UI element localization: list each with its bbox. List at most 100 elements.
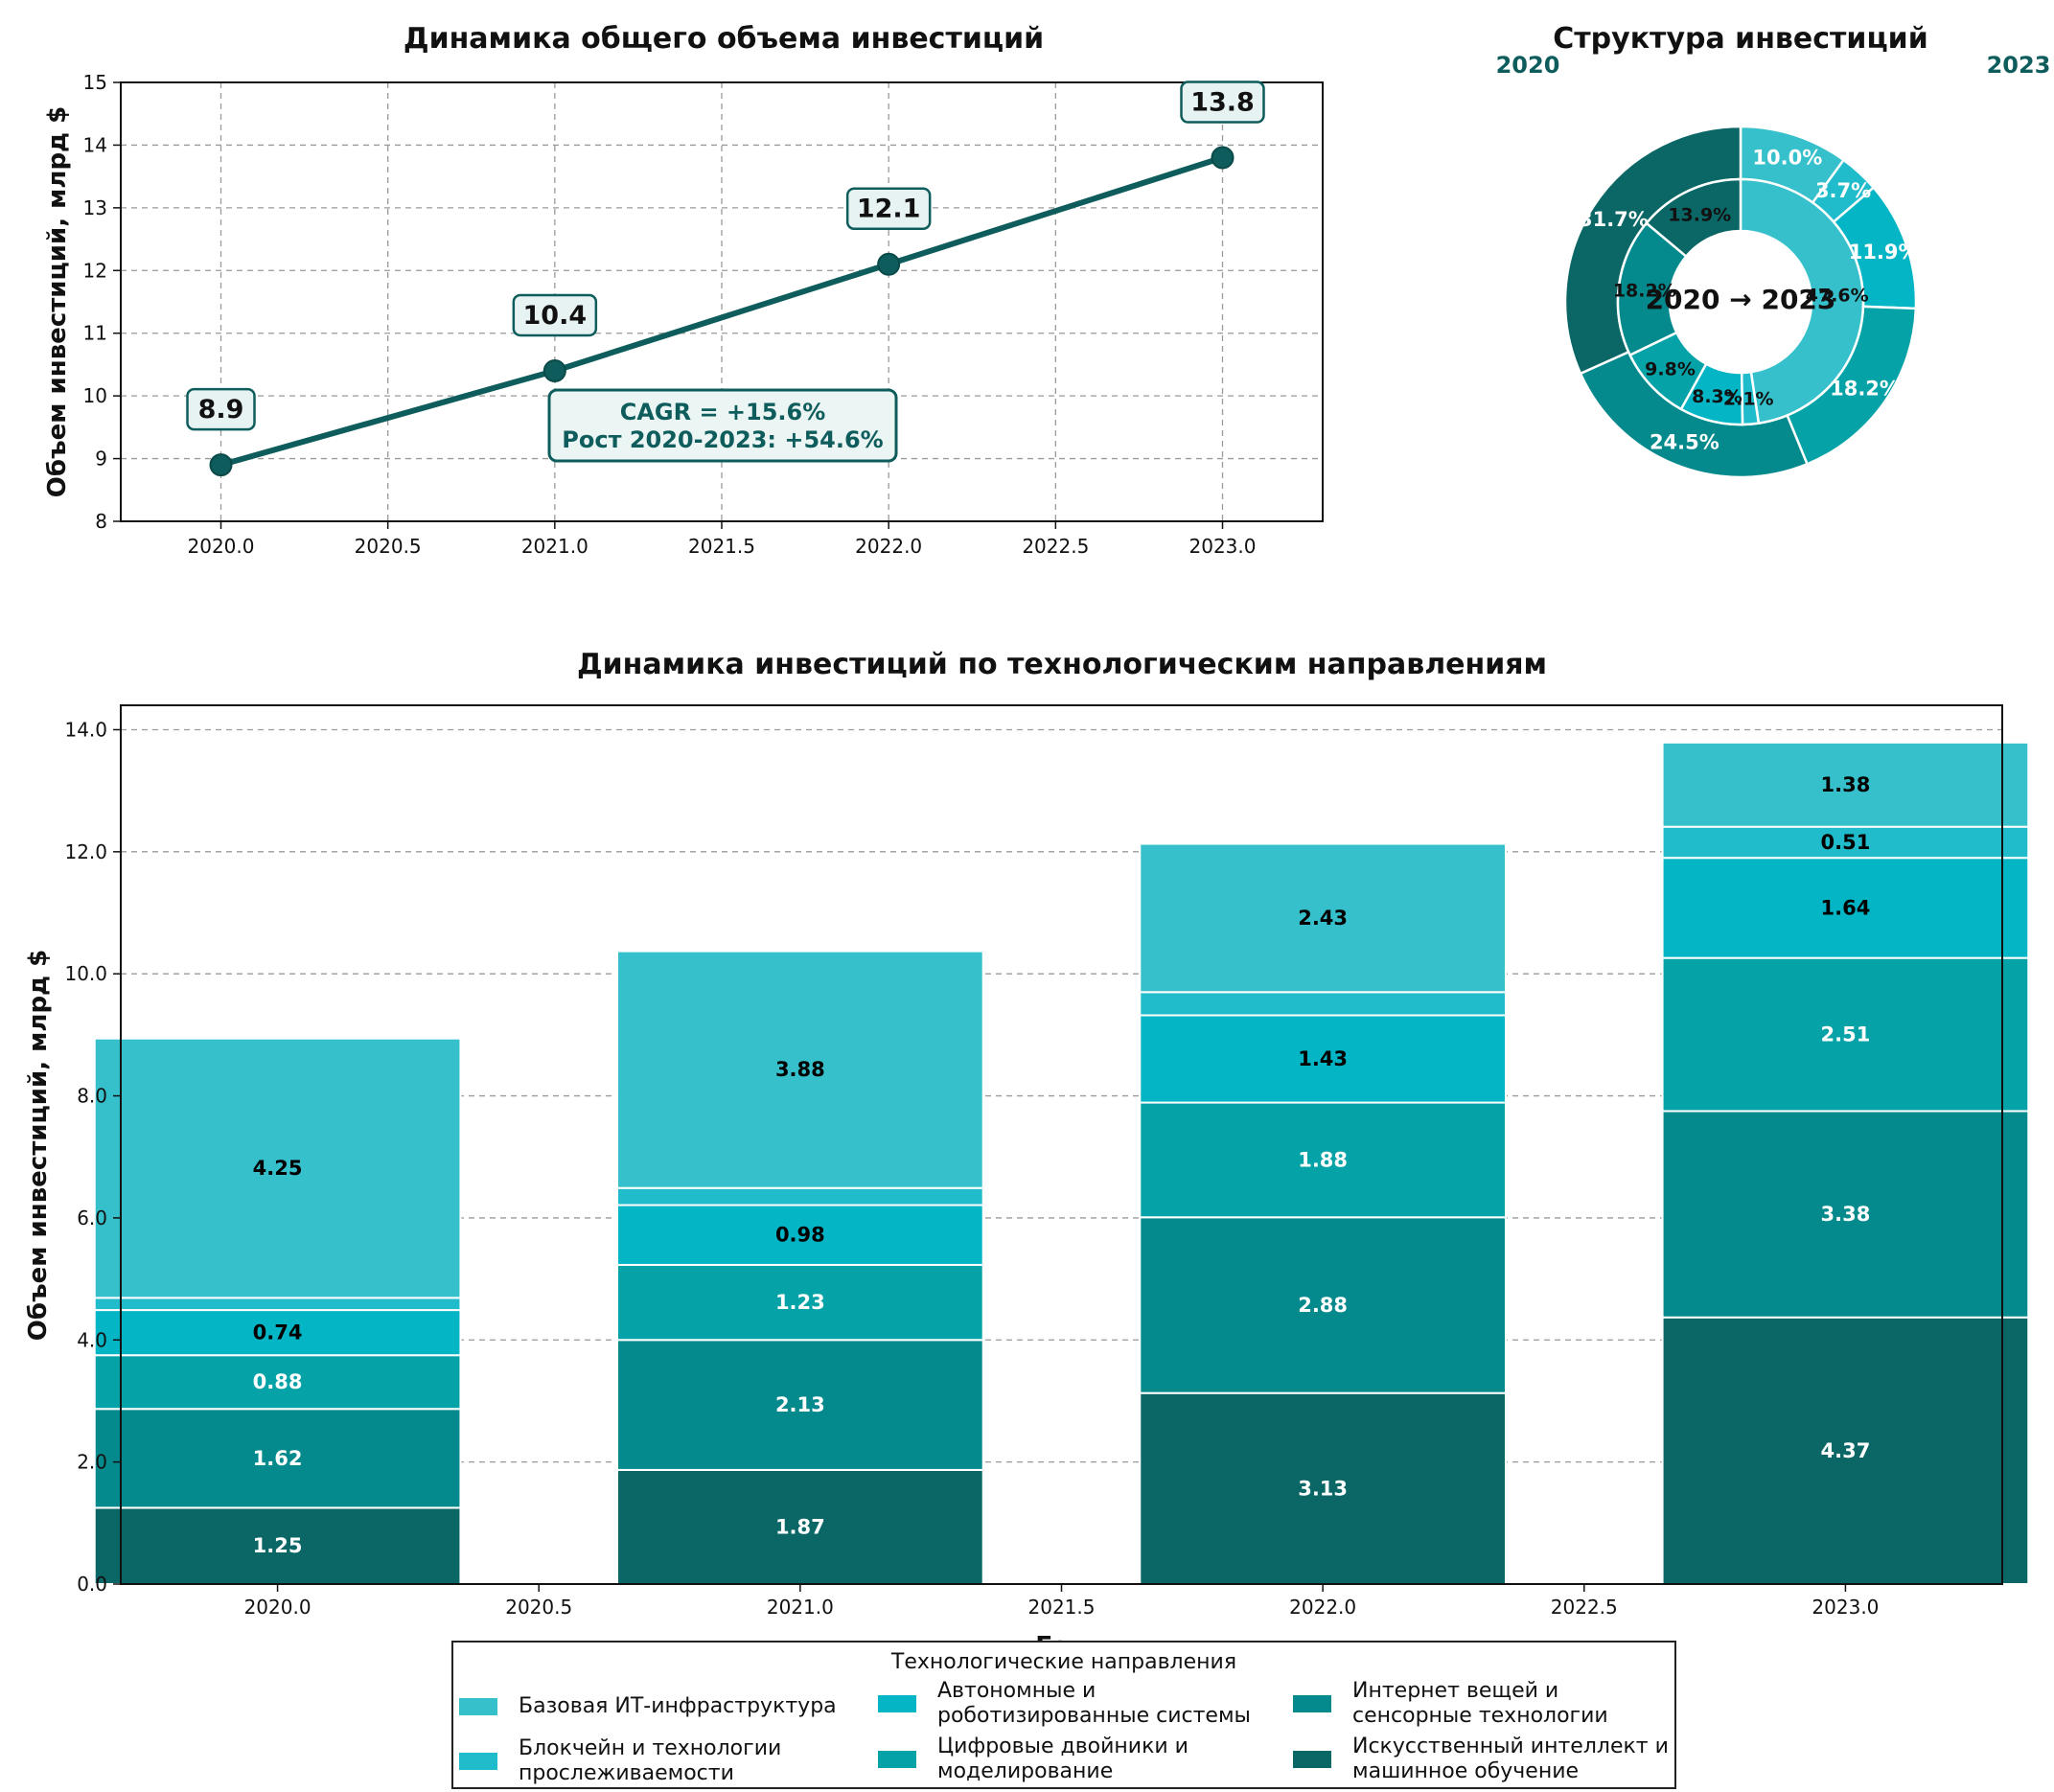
bar-stacks — [93, 741, 2030, 1585]
donut-outer-segment-label: 18.2% — [1830, 377, 1900, 400]
bar-segment — [1661, 1316, 2030, 1585]
bar-segment — [93, 1309, 462, 1357]
bar-segment — [1661, 1110, 2030, 1319]
bar-segment-label: 0.98 — [775, 1224, 825, 1247]
x-tick-label: 2022.0 — [855, 535, 922, 558]
bar-segment-label: 4.25 — [253, 1157, 303, 1180]
bar-segment — [1661, 956, 2030, 1113]
donut-inner-segment — [1739, 177, 1865, 425]
bar-segment-label: 1.62 — [253, 1447, 303, 1470]
x-tick-label: 2020.0 — [188, 535, 255, 558]
x-tick-label: 2023.0 — [1812, 1596, 1879, 1619]
bar-chart-y-axis: 0.0 2.0 4.0 6.0 8.0 10.0 12.0 14.0 — [64, 718, 121, 1596]
bar-segment-label: 4.37 — [1821, 1439, 1871, 1462]
line-chart: Динамика общего объема инвестиций Объем … — [43, 22, 1324, 558]
x-tick-label: 2021.5 — [688, 535, 755, 558]
bar-segment — [1139, 991, 1507, 1017]
line-point — [1211, 146, 1235, 170]
legend-label: Базовая ИТ-инфраструктура — [519, 1694, 837, 1718]
y-tick-label: 2.0 — [77, 1451, 107, 1474]
bar-segment — [93, 1506, 462, 1585]
donut-chart: Структура инвестиций 2020 2023 10.0% 3.7%… — [1496, 22, 2051, 479]
point-label: 10.4 — [523, 301, 588, 331]
line-chart-y-axis: 8 9 10 11 12 13 14 15 — [83, 71, 121, 533]
legend-item-digital-twins: Цифровые двойники и моделирование — [878, 1735, 1189, 1784]
y-tick-label: 10 — [83, 384, 107, 407]
line-point — [542, 358, 566, 382]
donut-outer-segment-label: 10.0% — [1752, 147, 1822, 170]
line-chart-ylabel: Объем инвестиций, млрд $ — [43, 106, 72, 497]
cagr-annotation: CAGR = +15.6% Рост 2020-2023: +54.6% — [547, 388, 898, 463]
donut-inner-segment-label: 2.1% — [1723, 389, 1774, 410]
donut-outer-segment-label: 11.9% — [1849, 241, 1919, 264]
donut-outer-segment-label: 31.7% — [1579, 208, 1649, 231]
legend-label: Автономные и роботизированные системы — [937, 1679, 1251, 1728]
legend-label: Искусственный интеллект и машинное обуче… — [1352, 1735, 1669, 1783]
donut-left-label: 2020 — [1496, 52, 1560, 79]
line-point-labels: 8.9 10.4 12.1 13.8 — [186, 80, 1265, 431]
y-tick-label: 4.0 — [77, 1328, 107, 1351]
bar-segment — [1661, 825, 2030, 860]
x-tick-label: 2021.0 — [521, 535, 589, 558]
bar-segment — [616, 1186, 984, 1206]
bar-segment-labels: 1.25 1.62 0.88 0.74 4.25 1.87 2.13 1.23 0.98 3.88… — [253, 773, 1871, 1557]
point-label: 8.9 — [198, 395, 244, 425]
donut-inner-segment-label: 8.3% — [1692, 386, 1742, 407]
x-tick-label: 2022.0 — [1289, 1596, 1356, 1619]
bar-segment — [93, 1354, 462, 1411]
x-tick-label: 2020.0 — [244, 1596, 312, 1619]
cagr-line1: CAGR = +15.6% — [620, 399, 826, 425]
line-point — [209, 453, 233, 477]
line-chart-x-axis: 2020.0 2020.5 2021.0 2021.5 2022.0 2022.5 2023… — [188, 521, 1257, 558]
line-chart-title: Динамика общего объема инвестиций — [404, 22, 1044, 56]
bar-segment — [616, 950, 984, 1189]
bar-segment — [616, 1204, 984, 1266]
y-tick-label: 13 — [83, 196, 107, 219]
legend-item-iot: Интернет вещей и сенсорные технологии — [1293, 1679, 1608, 1729]
y-tick-label: 8 — [95, 510, 107, 533]
bar-chart-frame — [120, 704, 2003, 1585]
bar-segment-label: 1.25 — [253, 1534, 303, 1557]
x-tick-label: 2022.5 — [1022, 535, 1089, 558]
bar-segment-label: 2.88 — [1298, 1294, 1348, 1317]
bar-chart-title: Динамика инвестиций по технологическим н… — [577, 648, 1547, 681]
bar-chart-ylabel: Объем инвестиций, млрд $ — [24, 950, 53, 1341]
donut-inner-ring — [1616, 177, 1865, 426]
donut-inner-segment-label: 13.9% — [1668, 204, 1731, 225]
y-tick-label: 14 — [83, 133, 107, 156]
bar-segment — [1661, 741, 2030, 828]
legend-title: Технологические направления — [890, 1650, 1237, 1674]
bar-segment-label: 1.88 — [1298, 1148, 1348, 1171]
point-label: 13.8 — [1190, 88, 1255, 118]
y-tick-label: 11 — [83, 322, 107, 345]
bar-segment-label: 2.43 — [1298, 907, 1348, 930]
x-tick-label: 2021.5 — [1028, 1596, 1096, 1619]
legend-swatch — [459, 1698, 497, 1715]
point-label: 12.1 — [857, 195, 921, 224]
legend-item-autonomous: Автономные и роботизированные системы — [878, 1679, 1251, 1729]
legend-item-ai: Искусственный интеллект и машинное обуче… — [1293, 1735, 1669, 1784]
bar-segment-label: 1.64 — [1821, 896, 1871, 919]
legend-label: Интернет вещей и сенсорные технологии — [1352, 1679, 1608, 1728]
donut-center-label: 2020 → 2023 — [1646, 284, 1836, 315]
bar-segment — [1139, 1014, 1507, 1104]
bar-segment-label: 0.74 — [253, 1321, 303, 1344]
legend-swatch — [1293, 1751, 1331, 1768]
bar-segment — [1139, 1101, 1507, 1219]
line-points — [209, 146, 1235, 477]
bar-chart: Динамика инвестиций по технологическим н… — [24, 648, 2030, 1648]
donut-right-label: 2023 — [1987, 52, 2051, 79]
x-tick-label: 2021.0 — [767, 1596, 834, 1619]
y-tick-label: 0.0 — [77, 1573, 107, 1596]
bar-segment-label: 3.38 — [1821, 1203, 1871, 1226]
donut-outer-ring — [1563, 125, 1918, 479]
x-tick-label: 2023.0 — [1189, 535, 1257, 558]
donut-inner-segment — [1645, 177, 1742, 259]
bar-segment-label: 1.87 — [775, 1515, 825, 1538]
bar-segment — [93, 1297, 462, 1312]
bar-segment-label: 3.13 — [1298, 1477, 1348, 1500]
bar-chart-legend: Технологические направления Базовая ИТ-и… — [451, 1641, 1676, 1789]
bar-segment-label: 0.51 — [1821, 831, 1871, 854]
cagr-line2: Рост 2020-2023: +54.6% — [562, 426, 883, 453]
donut-labels: 10.0% 3.7% 11.9% 18.2% 24.5% 31.7% 47.6% 2.1%8.… — [1579, 147, 1919, 454]
